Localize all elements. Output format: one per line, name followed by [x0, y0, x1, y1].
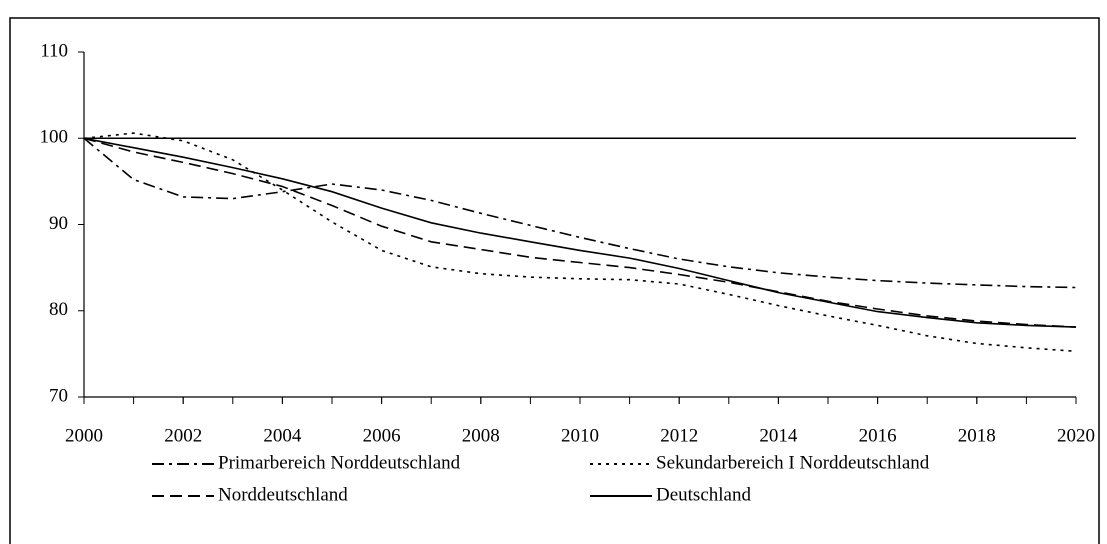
x-tick-label: 2014 [759, 425, 798, 446]
chart-frame [9, 17, 1100, 544]
x-tick-label: 2006 [363, 425, 401, 446]
x-tick-label: 2012 [660, 425, 698, 446]
legend-label: Norddeutschland [218, 484, 348, 505]
series-line [83, 132, 1077, 353]
y-tick-label: 70 [49, 385, 68, 406]
series-line [83, 137, 1077, 328]
y-tick-label: 90 [49, 213, 68, 234]
x-tick-label: 2000 [65, 425, 103, 446]
x-tick-label: 2002 [164, 425, 202, 446]
series-line [83, 137, 1077, 289]
x-tick-label: 2008 [462, 425, 500, 446]
x-tick-label: 2020 [1057, 425, 1095, 446]
y-tick-label: 80 [49, 299, 68, 320]
y-tick-label: 110 [40, 40, 68, 61]
legend-label: Sekundarbereich I Norddeutschland [656, 452, 930, 473]
x-tick-label: 2004 [263, 425, 302, 446]
y-tick-label: 100 [40, 127, 69, 148]
x-tick-label: 2018 [958, 425, 996, 446]
series-line [83, 137, 1077, 328]
legend-label: Deutschland [656, 484, 751, 505]
x-tick-label: 2010 [561, 425, 599, 446]
x-tick-label: 2016 [859, 425, 897, 446]
legend-label: Primarbereich Norddeutschland [218, 452, 461, 473]
